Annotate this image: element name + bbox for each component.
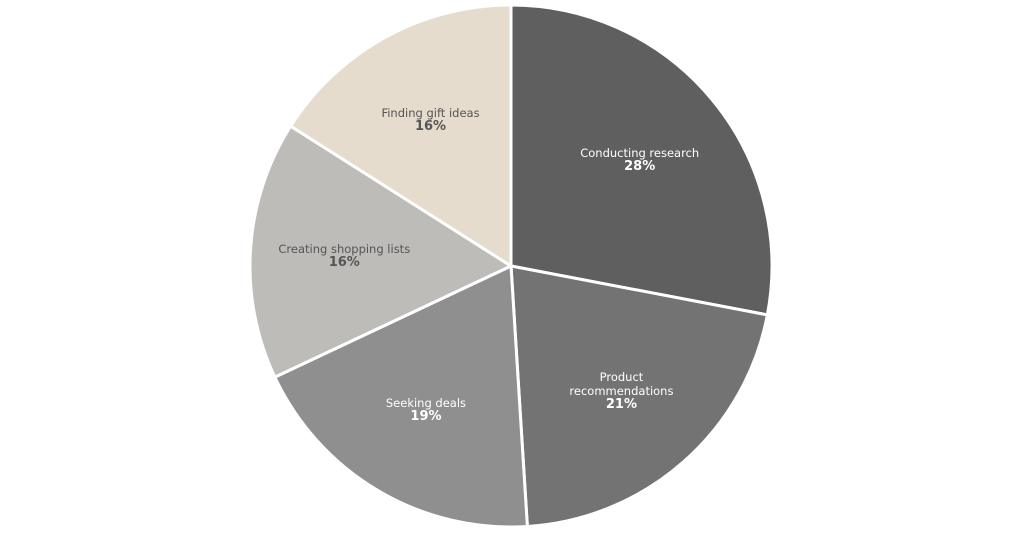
- category-label: Conducting research: [580, 145, 700, 160]
- pie-slice: [509, 264, 770, 529]
- value-label: 19%: [410, 408, 442, 424]
- pie-slice: [288, 3, 513, 269]
- slice-label: Finding gift ideas 16%: [356, 106, 506, 134]
- pie-slice: [272, 263, 529, 529]
- value-label: 16%: [328, 254, 360, 270]
- slice-label: Conducting research 28%: [565, 146, 715, 174]
- category-label: Product recommendations: [569, 370, 674, 399]
- category-label: Finding gift ideas: [381, 105, 480, 120]
- slice-label: Product recommendations 21%: [546, 370, 696, 412]
- slice-label: Seeking deals 19%: [351, 396, 501, 424]
- value-label: 16%: [414, 118, 447, 134]
- pie-slice: [248, 124, 515, 380]
- value-label: 21%: [605, 397, 638, 413]
- slice-label: Creating shopping lists 16%: [269, 242, 419, 270]
- category-label: Creating shopping lists: [278, 241, 411, 256]
- pie-slice: [509, 3, 774, 317]
- category-label: Seeking deals: [385, 395, 467, 410]
- value-label: 28%: [624, 158, 656, 174]
